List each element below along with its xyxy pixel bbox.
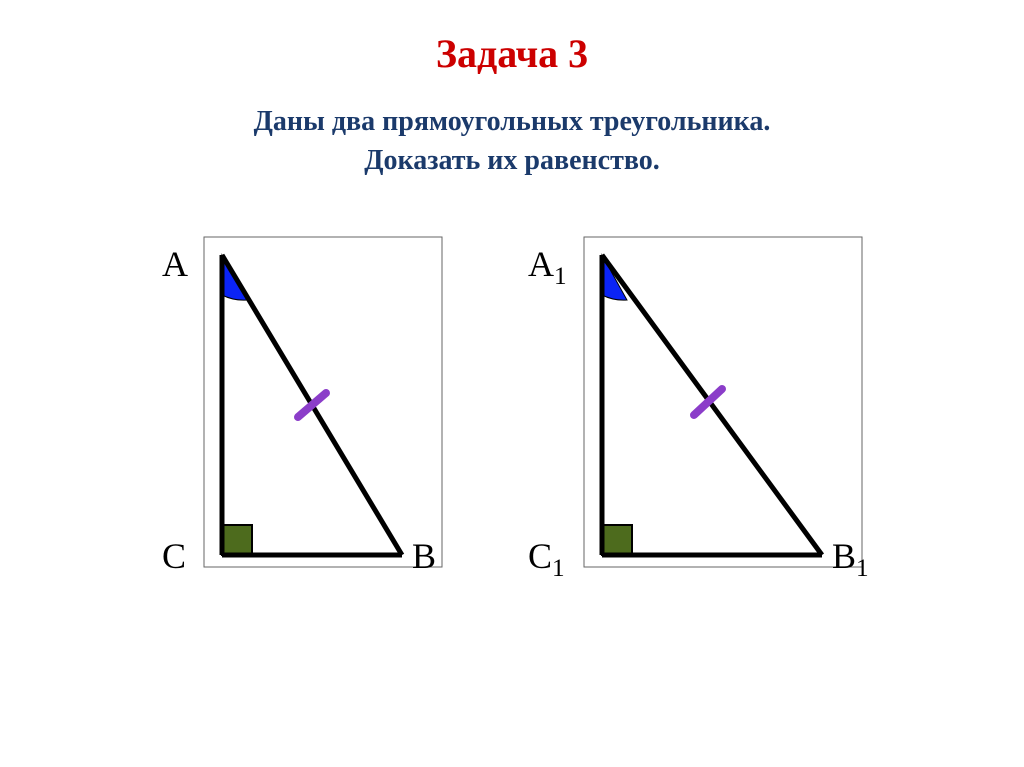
problem-title: Задача 3 — [0, 0, 1024, 77]
right-angle-marker — [222, 525, 252, 555]
triangle-left: A C B — [142, 225, 462, 605]
label-b-text: B — [412, 536, 436, 576]
label-b1-sub: 1 — [856, 556, 869, 583]
label-a: A — [162, 243, 188, 285]
subtitle-line2: Доказать их равенство. — [364, 145, 660, 176]
label-a1-sub: 1 — [554, 264, 567, 291]
label-a-text: A — [162, 244, 188, 284]
triangle-right: A1 C1 B1 — [522, 225, 882, 605]
label-c1-sub: 1 — [552, 556, 565, 583]
subtitle-line1: Даны два прямоугольных треугольника. — [254, 106, 771, 137]
label-c-text: C — [162, 536, 186, 576]
problem-subtitle: Даны два прямоугольных треугольника. Док… — [0, 102, 1024, 180]
tick-mark — [298, 393, 326, 417]
triangle-right-svg — [522, 225, 882, 605]
title-text: Задача 3 — [436, 31, 588, 76]
label-b1: B1 — [832, 535, 869, 583]
label-b1-base: B — [832, 536, 856, 576]
figure-row: A C B A1 C1 B1 — [0, 225, 1024, 605]
right-angle-marker — [602, 525, 632, 555]
label-a1: A1 — [528, 243, 567, 291]
label-c1: C1 — [528, 535, 565, 583]
label-c1-base: C — [528, 536, 552, 576]
label-b: B — [412, 535, 436, 577]
label-c: C — [162, 535, 186, 577]
side-a1b1 — [602, 255, 822, 555]
label-a1-base: A — [528, 244, 554, 284]
